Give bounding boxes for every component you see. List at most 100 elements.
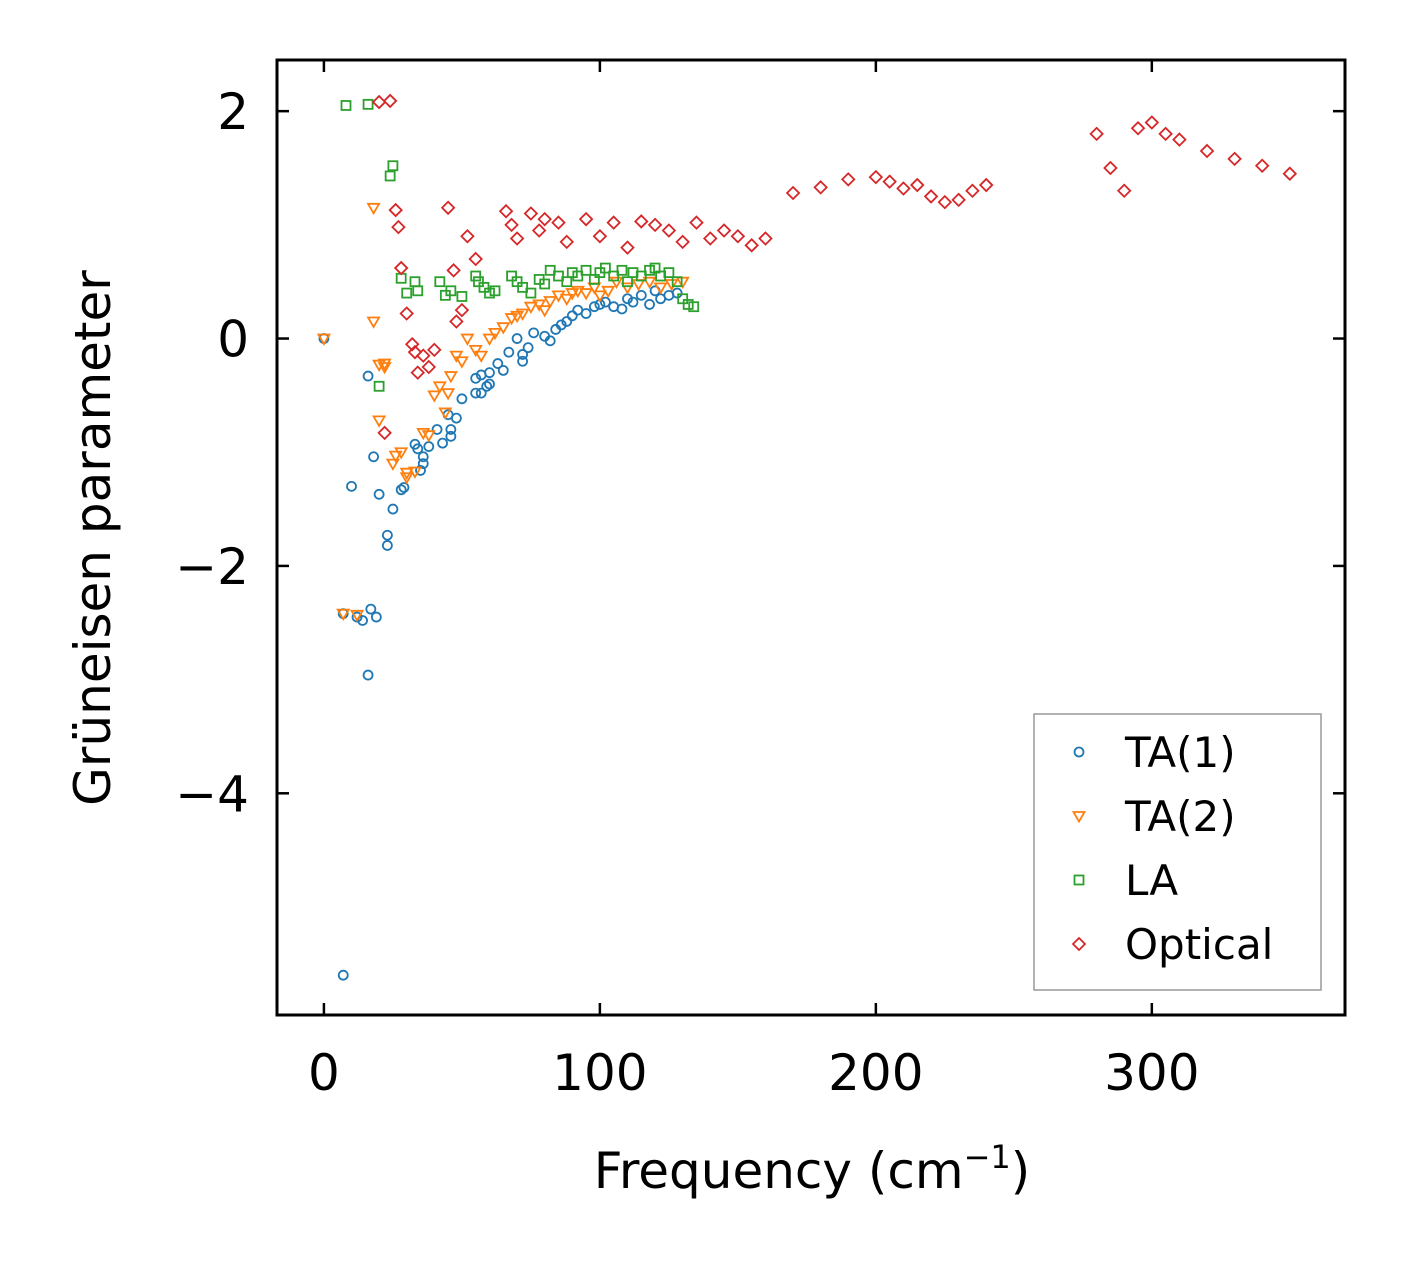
data-point (431, 424, 443, 435)
data-point (635, 289, 647, 301)
legend-marker (1071, 811, 1087, 824)
data-point (417, 451, 429, 463)
data-point (951, 192, 966, 208)
data-point (515, 308, 530, 321)
data-point (572, 270, 584, 282)
data-point (388, 202, 403, 218)
data-point (395, 484, 407, 496)
data-point (578, 211, 594, 227)
data-point (468, 345, 483, 358)
data-point (370, 611, 382, 623)
data-point (427, 342, 442, 358)
data-point (579, 288, 594, 301)
legend-label: LA (1125, 856, 1178, 905)
data-point (446, 263, 461, 278)
data-point (384, 170, 396, 182)
data-point (381, 540, 393, 551)
data-point (412, 443, 424, 455)
data-point (387, 503, 399, 515)
data-point (840, 172, 856, 187)
data-point (744, 238, 759, 253)
data-point (543, 296, 558, 309)
data-point (399, 472, 414, 485)
data-point (647, 217, 663, 233)
data-point (388, 450, 403, 463)
data-point (373, 488, 385, 500)
data-point (634, 214, 649, 229)
data-point (909, 177, 925, 193)
data-point (470, 270, 482, 282)
data-point (511, 333, 523, 344)
data-point (362, 370, 374, 382)
data-point (398, 482, 410, 493)
data-point (616, 264, 628, 276)
data-point (588, 274, 600, 285)
data-point (511, 276, 523, 288)
data-point (702, 231, 718, 246)
data-point (566, 310, 578, 322)
plot-frame (275, 58, 1347, 1017)
data-point (371, 94, 387, 110)
data-point (372, 415, 387, 428)
x-axis-title-sup: −1 (964, 1138, 1011, 1176)
data-point (421, 430, 436, 443)
data-point (671, 276, 683, 288)
data-point (965, 183, 980, 199)
data-point (601, 285, 616, 299)
y-axis-title: Grüneisen parameter (64, 270, 122, 806)
data-point (473, 276, 484, 288)
y-tick-label: 0 (217, 311, 249, 369)
data-point (316, 333, 331, 346)
data-point (506, 270, 517, 282)
data-point (415, 465, 426, 476)
data-point (412, 285, 424, 297)
data-point (484, 367, 495, 379)
data-point (509, 231, 525, 246)
data-point (385, 458, 400, 471)
data-point (896, 181, 911, 196)
data-point (399, 467, 414, 480)
data-point (561, 316, 573, 327)
data-point (978, 177, 994, 193)
data-point (399, 306, 414, 321)
data-point (622, 276, 633, 288)
data-point (606, 215, 621, 230)
data-point (675, 276, 690, 289)
data-point (484, 378, 495, 390)
data-point (454, 302, 470, 318)
data-point (468, 251, 483, 267)
data-point (460, 228, 475, 244)
data-point (671, 287, 683, 299)
data-point (1116, 183, 1132, 199)
data-point (450, 412, 462, 424)
data-point (923, 189, 939, 204)
data-point (1158, 126, 1173, 142)
data-point (437, 437, 448, 449)
data-point (470, 372, 482, 384)
data-point (642, 276, 657, 289)
data-point (391, 219, 406, 235)
data-point (407, 466, 423, 479)
data-point (1172, 132, 1187, 147)
data-point (882, 174, 897, 189)
data-point (532, 299, 547, 312)
legend-marker (1071, 936, 1087, 952)
data-point (688, 301, 700, 313)
data-point (454, 356, 469, 369)
data-point (362, 669, 374, 681)
data-point (443, 371, 458, 384)
data-point (456, 393, 468, 405)
data-point (522, 342, 534, 354)
data-point (393, 260, 409, 276)
data-point (675, 234, 690, 250)
data-point (937, 194, 953, 210)
data-point (517, 355, 529, 367)
data-point (1144, 115, 1160, 130)
data-point (653, 282, 668, 295)
data-point (620, 240, 635, 255)
data-point (580, 308, 592, 319)
data-point (416, 428, 431, 441)
data-point (445, 285, 457, 297)
data-point (365, 603, 377, 615)
x-tick-label: 300 (1104, 1044, 1199, 1102)
